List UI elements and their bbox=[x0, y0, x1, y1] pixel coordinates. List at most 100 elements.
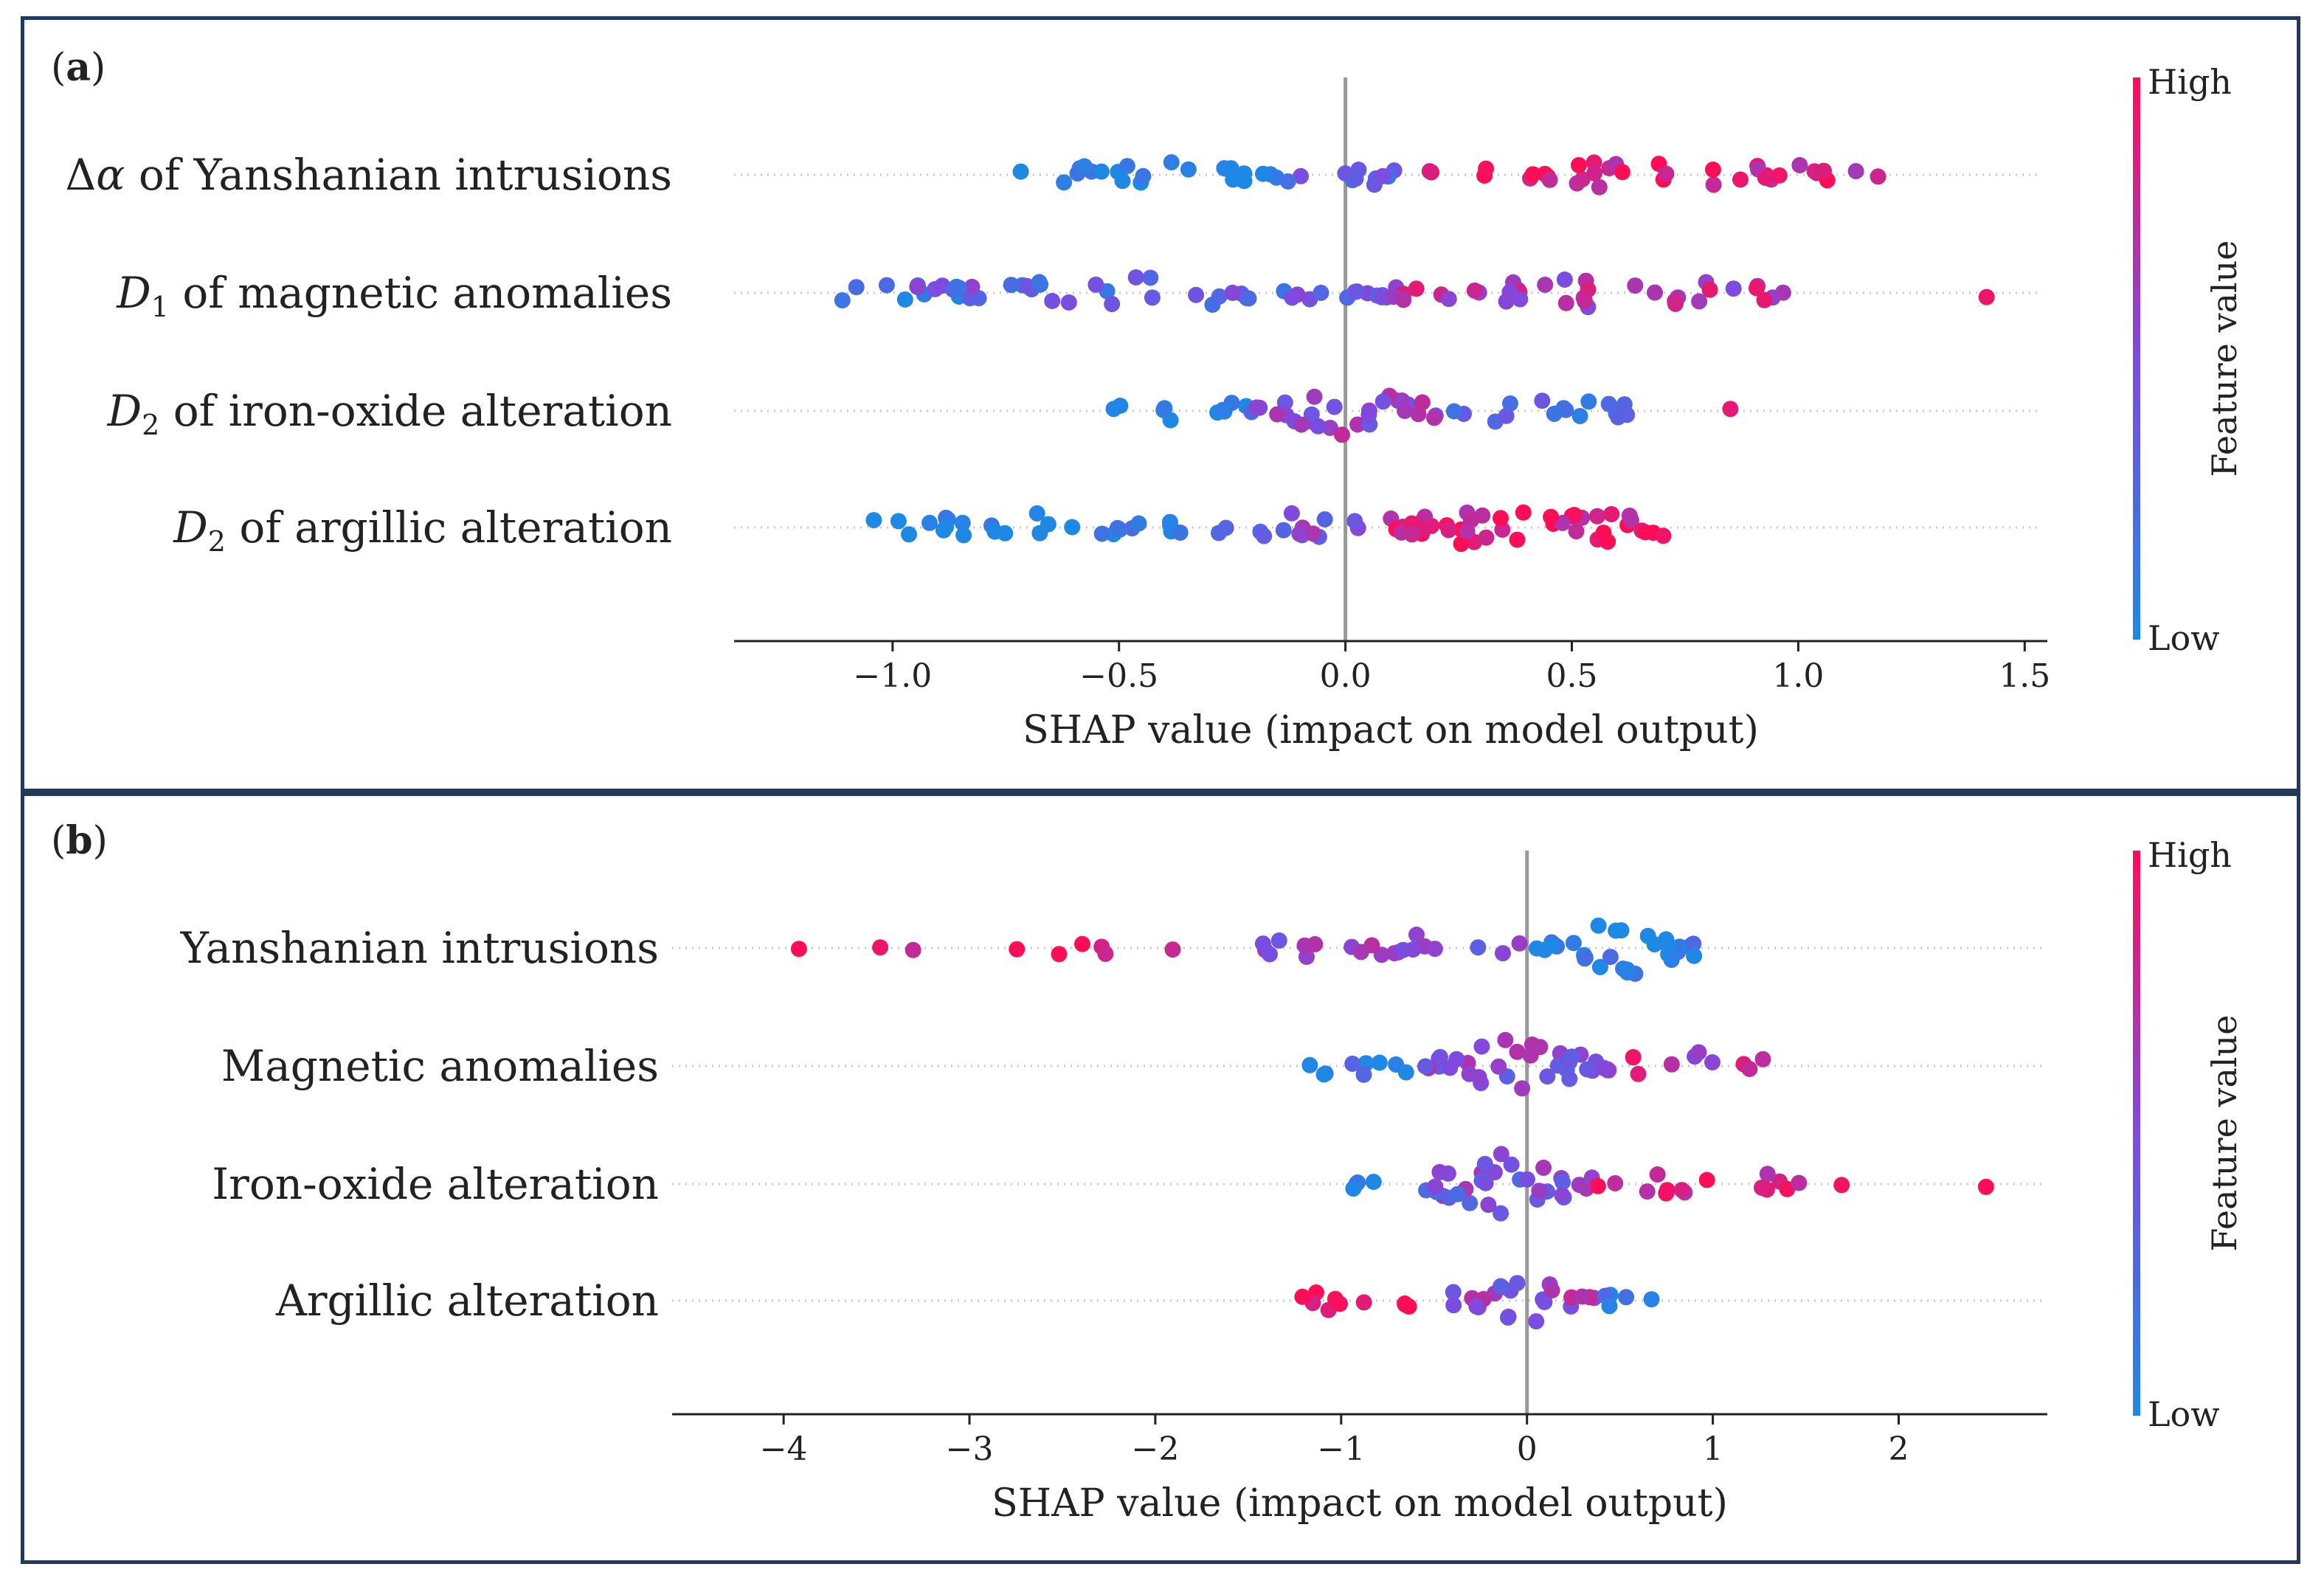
shap-dot bbox=[1607, 1175, 1623, 1191]
shap-dot bbox=[791, 941, 807, 957]
shap-dot bbox=[1188, 287, 1204, 303]
colorbar-high-label: High bbox=[2148, 835, 2232, 875]
shap-dot bbox=[1502, 395, 1518, 412]
shap-chart-a: (a)Δα of Yanshanian intrusionsD1 of magn… bbox=[24, 20, 2297, 789]
shap-dot bbox=[1241, 291, 1257, 307]
shap-dot bbox=[1442, 1059, 1458, 1076]
shap-dot bbox=[1427, 1179, 1443, 1195]
shap-dot bbox=[872, 939, 888, 955]
shap-dot bbox=[1722, 401, 1738, 417]
shap-dot bbox=[1493, 1278, 1509, 1295]
shap-dot bbox=[997, 525, 1013, 541]
shap-dot bbox=[1230, 170, 1246, 187]
shap-dot bbox=[1566, 935, 1582, 951]
shap-dot bbox=[1375, 168, 1391, 184]
shap-dot bbox=[955, 515, 971, 531]
shap-dot bbox=[1542, 938, 1558, 954]
shap-dot bbox=[1509, 532, 1526, 548]
shap-dot bbox=[1276, 522, 1292, 539]
x-tick-label: 0.0 bbox=[1320, 657, 1372, 695]
x-tick-label: −1.0 bbox=[853, 657, 932, 695]
feature-label: Yanshanian intrusions bbox=[180, 923, 659, 973]
shap-dot bbox=[1165, 941, 1181, 958]
shap-dot bbox=[1833, 1177, 1850, 1193]
shap-dot bbox=[1467, 283, 1483, 299]
shap-dot bbox=[1135, 168, 1151, 184]
shap-dot bbox=[1534, 392, 1550, 409]
shap-dot bbox=[1618, 963, 1634, 980]
shap-dot bbox=[1477, 1156, 1493, 1172]
shap-dot bbox=[1397, 403, 1413, 419]
shap-dot bbox=[1569, 523, 1585, 539]
shap-dot bbox=[1493, 1146, 1509, 1162]
shap-dot bbox=[1589, 508, 1605, 525]
x-tick-label: −2 bbox=[1131, 1430, 1179, 1468]
x-tick-label: −1 bbox=[1317, 1430, 1365, 1468]
shap-dot bbox=[1144, 289, 1161, 305]
shap-dot bbox=[1061, 294, 1077, 311]
shap-dot bbox=[1572, 408, 1588, 424]
shap-dot bbox=[1104, 296, 1120, 312]
shap-dot bbox=[1500, 1309, 1516, 1326]
shap-dot bbox=[1009, 941, 1025, 958]
shap-dot bbox=[1327, 399, 1343, 415]
shap-dot bbox=[1580, 393, 1597, 409]
shap-dot bbox=[1162, 514, 1178, 530]
shap-dot bbox=[951, 280, 967, 296]
shap-dot bbox=[1478, 530, 1494, 546]
shap-dot bbox=[1637, 525, 1653, 541]
shap-dot bbox=[1596, 1060, 1612, 1076]
shap-dot bbox=[1294, 1289, 1310, 1305]
shap-dot bbox=[1426, 409, 1442, 426]
shap-dot bbox=[1031, 525, 1048, 541]
shap-dot bbox=[1816, 163, 1832, 179]
shap-dot bbox=[909, 279, 925, 295]
shap-dot bbox=[1705, 162, 1721, 178]
shap-dot bbox=[1577, 949, 1594, 966]
shap-dot bbox=[1471, 1069, 1487, 1085]
shap-dot bbox=[1535, 1160, 1552, 1176]
feature-label: D1 of magnetic anomalies bbox=[116, 268, 672, 323]
shap-dot bbox=[1979, 289, 1995, 305]
shap-dot bbox=[1225, 285, 1241, 301]
shap-dot bbox=[1307, 389, 1323, 405]
shap-dot bbox=[1056, 174, 1072, 190]
shap-dot bbox=[1546, 406, 1563, 422]
shap-dot bbox=[1706, 176, 1722, 193]
shap-dot bbox=[1591, 918, 1607, 934]
shap-dot bbox=[1112, 398, 1128, 414]
shap-dot bbox=[1291, 526, 1307, 542]
feature-label: Δα of Yanshanian intrusions bbox=[65, 150, 672, 200]
shap-dot bbox=[1749, 280, 1765, 297]
shap-dot bbox=[1051, 946, 1068, 962]
shap-dot bbox=[1408, 927, 1425, 943]
panel-b: (b) Yanshanian intrusions Magnetic anomali… bbox=[21, 792, 2300, 1564]
shap-dot bbox=[1579, 1062, 1595, 1078]
shap-dot bbox=[1603, 506, 1619, 522]
shap-dot bbox=[1791, 1175, 1807, 1191]
shap-dot bbox=[1658, 166, 1674, 182]
shap-dot bbox=[1044, 293, 1060, 309]
shap-dot bbox=[1087, 277, 1104, 293]
shap-dot bbox=[1619, 406, 1635, 423]
shap-dot bbox=[1128, 269, 1144, 286]
shap-dot bbox=[1630, 1066, 1647, 1082]
shap-dot bbox=[1284, 505, 1300, 522]
shap-dot bbox=[1422, 163, 1438, 179]
shap-dot bbox=[938, 519, 954, 536]
shap-dot bbox=[1215, 402, 1231, 418]
feature-label: D2 of iron-oxide alteration bbox=[107, 386, 672, 441]
shap-dot bbox=[1754, 1180, 1770, 1196]
shap-dot bbox=[1644, 1291, 1660, 1307]
colorbar-title: Feature value bbox=[2204, 240, 2244, 477]
colorbar bbox=[2133, 851, 2140, 1416]
shap-dot bbox=[1519, 1172, 1535, 1188]
shap-dot bbox=[1512, 291, 1528, 308]
shap-dot bbox=[1032, 277, 1048, 293]
shap-dot bbox=[1543, 509, 1559, 525]
shap-dot bbox=[1686, 948, 1702, 964]
shap-dot bbox=[1757, 170, 1774, 186]
shap-dot bbox=[901, 526, 917, 542]
shap-dot bbox=[1622, 508, 1638, 524]
shap-dot bbox=[905, 942, 921, 958]
